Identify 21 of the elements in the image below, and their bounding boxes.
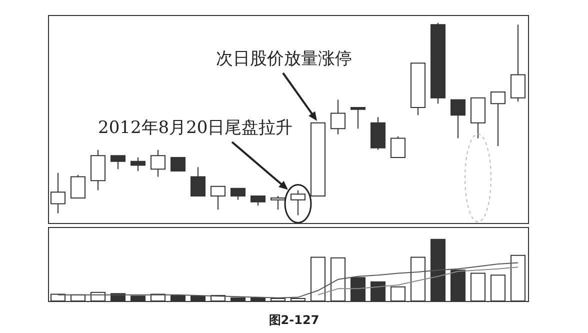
candlestick <box>290 190 306 216</box>
candlestick <box>210 186 226 210</box>
annotation: 2012年8月20日尾盘拉升 <box>98 117 293 139</box>
caption: 图2-127 <box>268 312 320 329</box>
candlestick <box>510 24 526 102</box>
candlestick <box>490 92 506 146</box>
candlestick <box>350 106 366 130</box>
annotation: 次日股价放量涨停 <box>216 48 352 70</box>
candlestick <box>230 188 246 200</box>
candlestick <box>270 196 286 210</box>
candlestick <box>70 174 86 198</box>
candlestick <box>390 136 406 158</box>
candlestick <box>330 99 346 135</box>
candlestick <box>450 99 466 139</box>
candlestick <box>50 172 66 214</box>
candlestick <box>170 157 186 172</box>
candlestick <box>190 166 206 197</box>
candlestick <box>250 196 266 206</box>
candlestick <box>110 155 126 170</box>
candlestick <box>150 149 166 178</box>
candlestick <box>130 157 146 172</box>
